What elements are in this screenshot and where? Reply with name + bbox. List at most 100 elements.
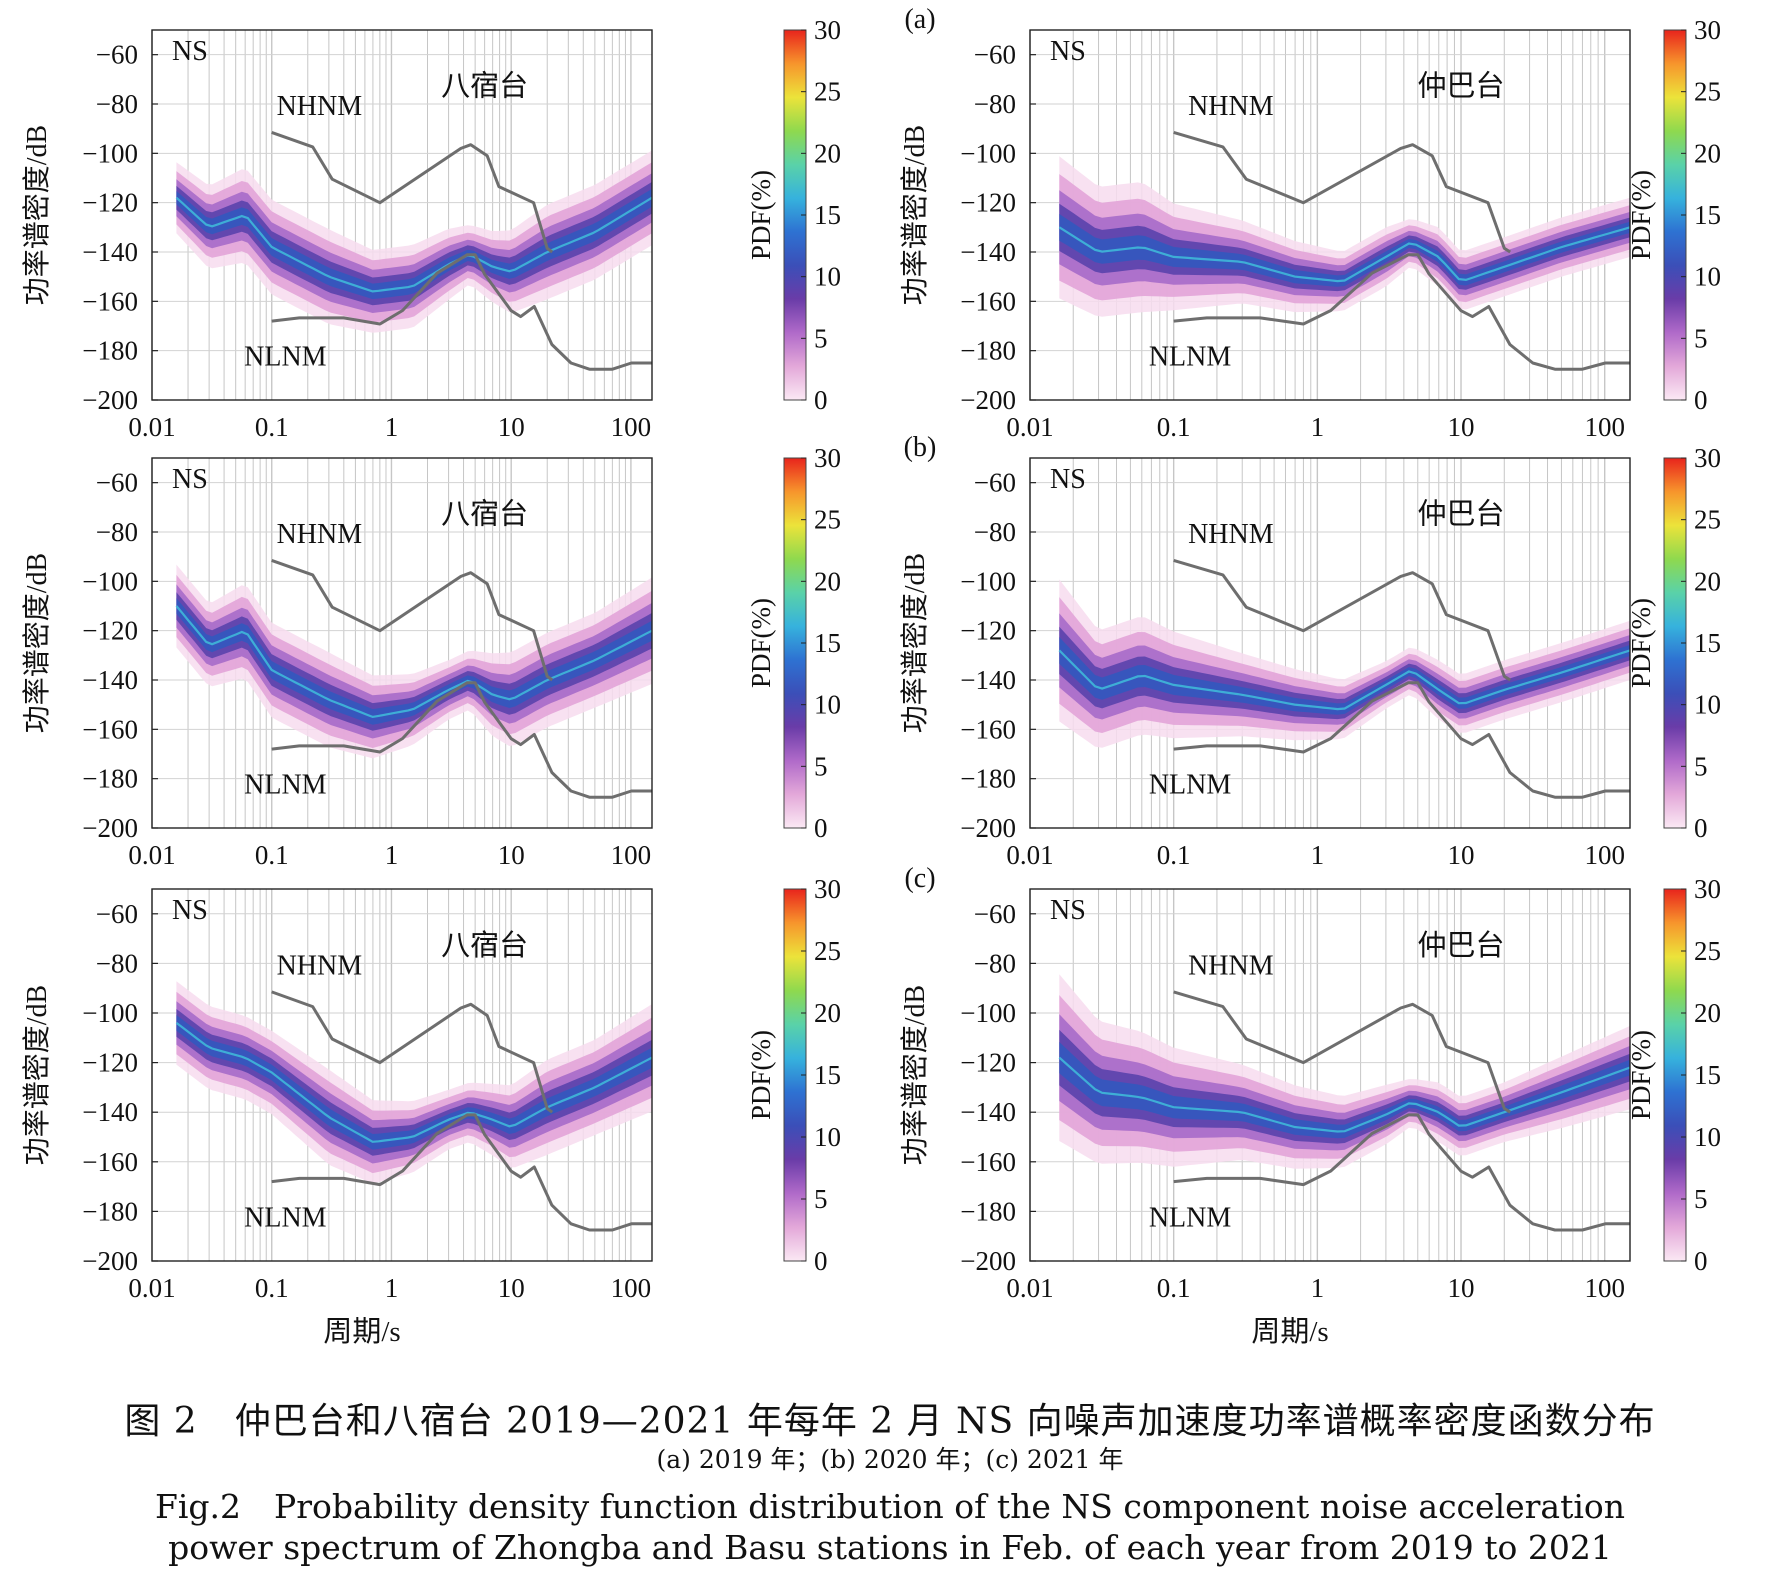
- x-tick-label: 10: [1448, 1273, 1475, 1303]
- x-axis-label: 周期/s: [323, 1316, 400, 1348]
- colorbar-tick-label: 25: [814, 936, 841, 966]
- x-tick-label: 100: [1584, 840, 1625, 870]
- pdf-heatmap: [1058, 579, 1631, 748]
- x-tick-label: 0.01: [1006, 840, 1053, 870]
- y-tick-label: −80: [974, 517, 1016, 547]
- colorbar-tick-label: 25: [1694, 936, 1721, 966]
- pdf-mode-line: [1058, 1056, 1631, 1133]
- pdf-density-layer: [1059, 214, 1630, 287]
- x-tick-label: 1: [385, 1273, 399, 1303]
- x-tick-label: 0.1: [1157, 1273, 1191, 1303]
- plot-frame: [1029, 888, 1631, 1262]
- y-tick-label: −60: [974, 899, 1016, 929]
- nhnm-label: NHNM: [277, 91, 363, 122]
- colorbar-label: PDF(%): [1626, 598, 1656, 688]
- y-axis-label: 功率谱密度/dB: [899, 125, 931, 305]
- y-tick-label: −160: [960, 286, 1016, 316]
- y-axis-label: 功率谱密度/dB: [21, 985, 53, 1165]
- y-tick-label: −100: [82, 998, 138, 1028]
- colorbar-tick-label: 10: [814, 1122, 841, 1152]
- x-tick-label: 0.1: [255, 1273, 289, 1303]
- figure-caption-subpanels: (a) 2019 年；(b) 2020 年；(c) 2021 年: [656, 1445, 1124, 1474]
- colorbar-tick-label: 20: [814, 998, 841, 1028]
- colorbar-label: PDF(%): [746, 170, 776, 260]
- colorbar-tick-label: 15: [1694, 1060, 1721, 1090]
- x-tick-label: 1: [1311, 412, 1325, 442]
- x-tick-label: 0.01: [128, 1273, 175, 1303]
- component-label: NS: [172, 464, 208, 495]
- row-label: (c): [904, 863, 935, 894]
- x-tick-label: 100: [611, 840, 652, 870]
- x-tick-label: 0.1: [255, 840, 289, 870]
- y-tick-label: −200: [960, 1246, 1016, 1276]
- nhnm-label: NHNM: [277, 950, 363, 981]
- y-tick-label: −140: [82, 665, 138, 695]
- pdf-mode-line: [175, 605, 653, 719]
- y-tick-label: −200: [960, 813, 1016, 843]
- colorbar-tick-label: 30: [1694, 874, 1721, 904]
- nlnm-curve: [271, 1113, 652, 1232]
- y-tick-label: −80: [96, 89, 138, 119]
- y-tick-label: −100: [960, 138, 1016, 168]
- y-tick-label: −120: [82, 188, 138, 218]
- colorbar-tick-label: 0: [814, 385, 828, 415]
- colorbar-tick-label: 5: [1694, 1184, 1708, 1214]
- plot-frame: [1029, 457, 1631, 829]
- x-tick-label: 0.01: [128, 412, 175, 442]
- y-tick-label: −200: [960, 385, 1016, 415]
- x-tick-label: 10: [498, 1273, 525, 1303]
- colorbar-tick-label: 10: [814, 262, 841, 292]
- pdf-density-layer: [176, 598, 652, 725]
- colorbar-tick-label: 10: [814, 690, 841, 720]
- nhnm-label: NHNM: [277, 519, 363, 550]
- y-tick-label: −120: [960, 188, 1016, 218]
- nlnm-curve: [1173, 1113, 1630, 1232]
- pdf-heatmap: [175, 981, 653, 1184]
- station-label: 仲巴台: [1418, 498, 1505, 531]
- figure-caption-chinese: 图 2 仲巴台和八宿台 2019—2021 年每年 2 月 NS 向噪声加速度功…: [124, 1401, 1656, 1442]
- station-label: 八宿台: [441, 929, 528, 962]
- colorbar-label: PDF(%): [746, 598, 776, 688]
- y-tick-label: −180: [960, 1196, 1016, 1226]
- colorbar-label: PDF(%): [746, 1030, 776, 1120]
- colorbar-tick-label: 25: [1694, 505, 1721, 535]
- y-tick-label: −60: [96, 40, 138, 70]
- figure-caption-english-line-1: Fig.2 Probability density function distr…: [154, 1487, 1626, 1526]
- colorbar: 0 5 10 15 20 25 30 PDF(%): [1626, 15, 1721, 415]
- y-tick-label: −140: [82, 237, 138, 267]
- pdf-density-layer: [176, 173, 652, 313]
- x-tick-label: 1: [385, 412, 399, 442]
- y-tick-label: −80: [96, 517, 138, 547]
- y-axis-label: 功率谱密度/dB: [21, 553, 53, 733]
- plot-frame: [151, 29, 653, 401]
- x-tick-label: 1: [1311, 1273, 1325, 1303]
- y-tick-label: −160: [960, 714, 1016, 744]
- nhnm-curve: [271, 130, 554, 254]
- y-tick-label: −100: [82, 138, 138, 168]
- pdf-heatmap: [1058, 974, 1631, 1169]
- y-tick-label: −160: [82, 1147, 138, 1177]
- nlnm-label: NLNM: [1149, 770, 1232, 801]
- x-tick-label: 1: [385, 840, 399, 870]
- y-tick-label: −200: [82, 1246, 138, 1276]
- y-tick-label: −120: [960, 1048, 1016, 1078]
- y-tick-label: −80: [96, 948, 138, 978]
- y-tick-label: −160: [960, 1147, 1016, 1177]
- x-tick-label: 10: [498, 840, 525, 870]
- station-label: 八宿台: [441, 70, 528, 103]
- row-label: (b): [904, 432, 937, 463]
- nhnm-curve: [271, 990, 554, 1114]
- colorbar-tick-label: 20: [1694, 138, 1721, 168]
- colorbar-tick-label: 30: [1694, 443, 1721, 473]
- colorbar-tick-label: 15: [814, 1060, 841, 1090]
- y-tick-label: −80: [974, 89, 1016, 119]
- y-tick-label: −100: [82, 566, 138, 596]
- colorbar-tick-label: 10: [1694, 690, 1721, 720]
- station-label: 八宿台: [441, 498, 528, 531]
- colorbar-tick-label: 30: [814, 443, 841, 473]
- pdf-heatmap: [175, 150, 653, 333]
- plot-frame: [1029, 29, 1631, 401]
- y-tick-label: −180: [960, 336, 1016, 366]
